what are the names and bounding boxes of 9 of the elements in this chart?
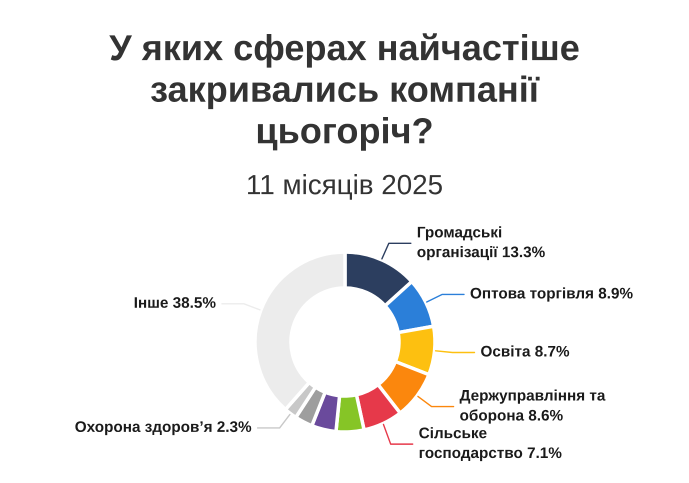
- slice-label: Охорона здоров’я 2.3%: [75, 421, 252, 436]
- chart-subtitle: 11 місяців 2025: [248, 174, 442, 200]
- slice-label: Громадські організації 13.3%: [417, 226, 545, 260]
- slice-label: Освіта 8.7%: [481, 345, 570, 357]
- slice-label: Держуправління та оборона 8.6%: [460, 389, 606, 424]
- slice-label: Інше 38.5%: [134, 297, 216, 308]
- chart-title: У яких сферах найчастіше закривались компанії цьогоріч?: [109, 33, 579, 151]
- slice-label: Оптова торгівля 8.9%: [470, 287, 633, 302]
- slice-label: Сільське господарство 7.1%: [419, 427, 562, 462]
